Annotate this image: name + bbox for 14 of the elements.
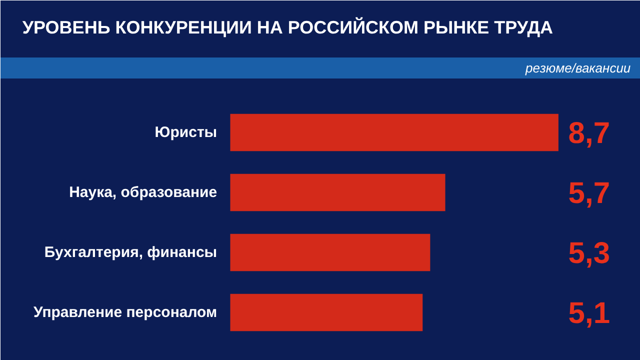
data-label: 5,7 [568,177,610,210]
data-label: 8,7 [568,117,610,150]
chart-title: УРОВЕНЬ КОНКУРЕНЦИИ НА РОССИЙСКОМ РЫНКЕ ТРУДА [22,16,554,38]
bar [230,234,430,272]
chart-subtitle: резюме/вакансии [524,60,631,76]
bar [230,114,558,152]
y-tick-label: Наука, образование [69,184,218,201]
bar [230,294,423,332]
data-label: 5,1 [568,297,610,330]
y-tick-label: Бухгалтерия, финансы [44,244,218,261]
y-tick-label: Управление персоналом [33,304,218,321]
bar [230,174,446,212]
y-tick-label: Юристы [154,124,218,141]
data-label: 5,3 [568,237,610,270]
